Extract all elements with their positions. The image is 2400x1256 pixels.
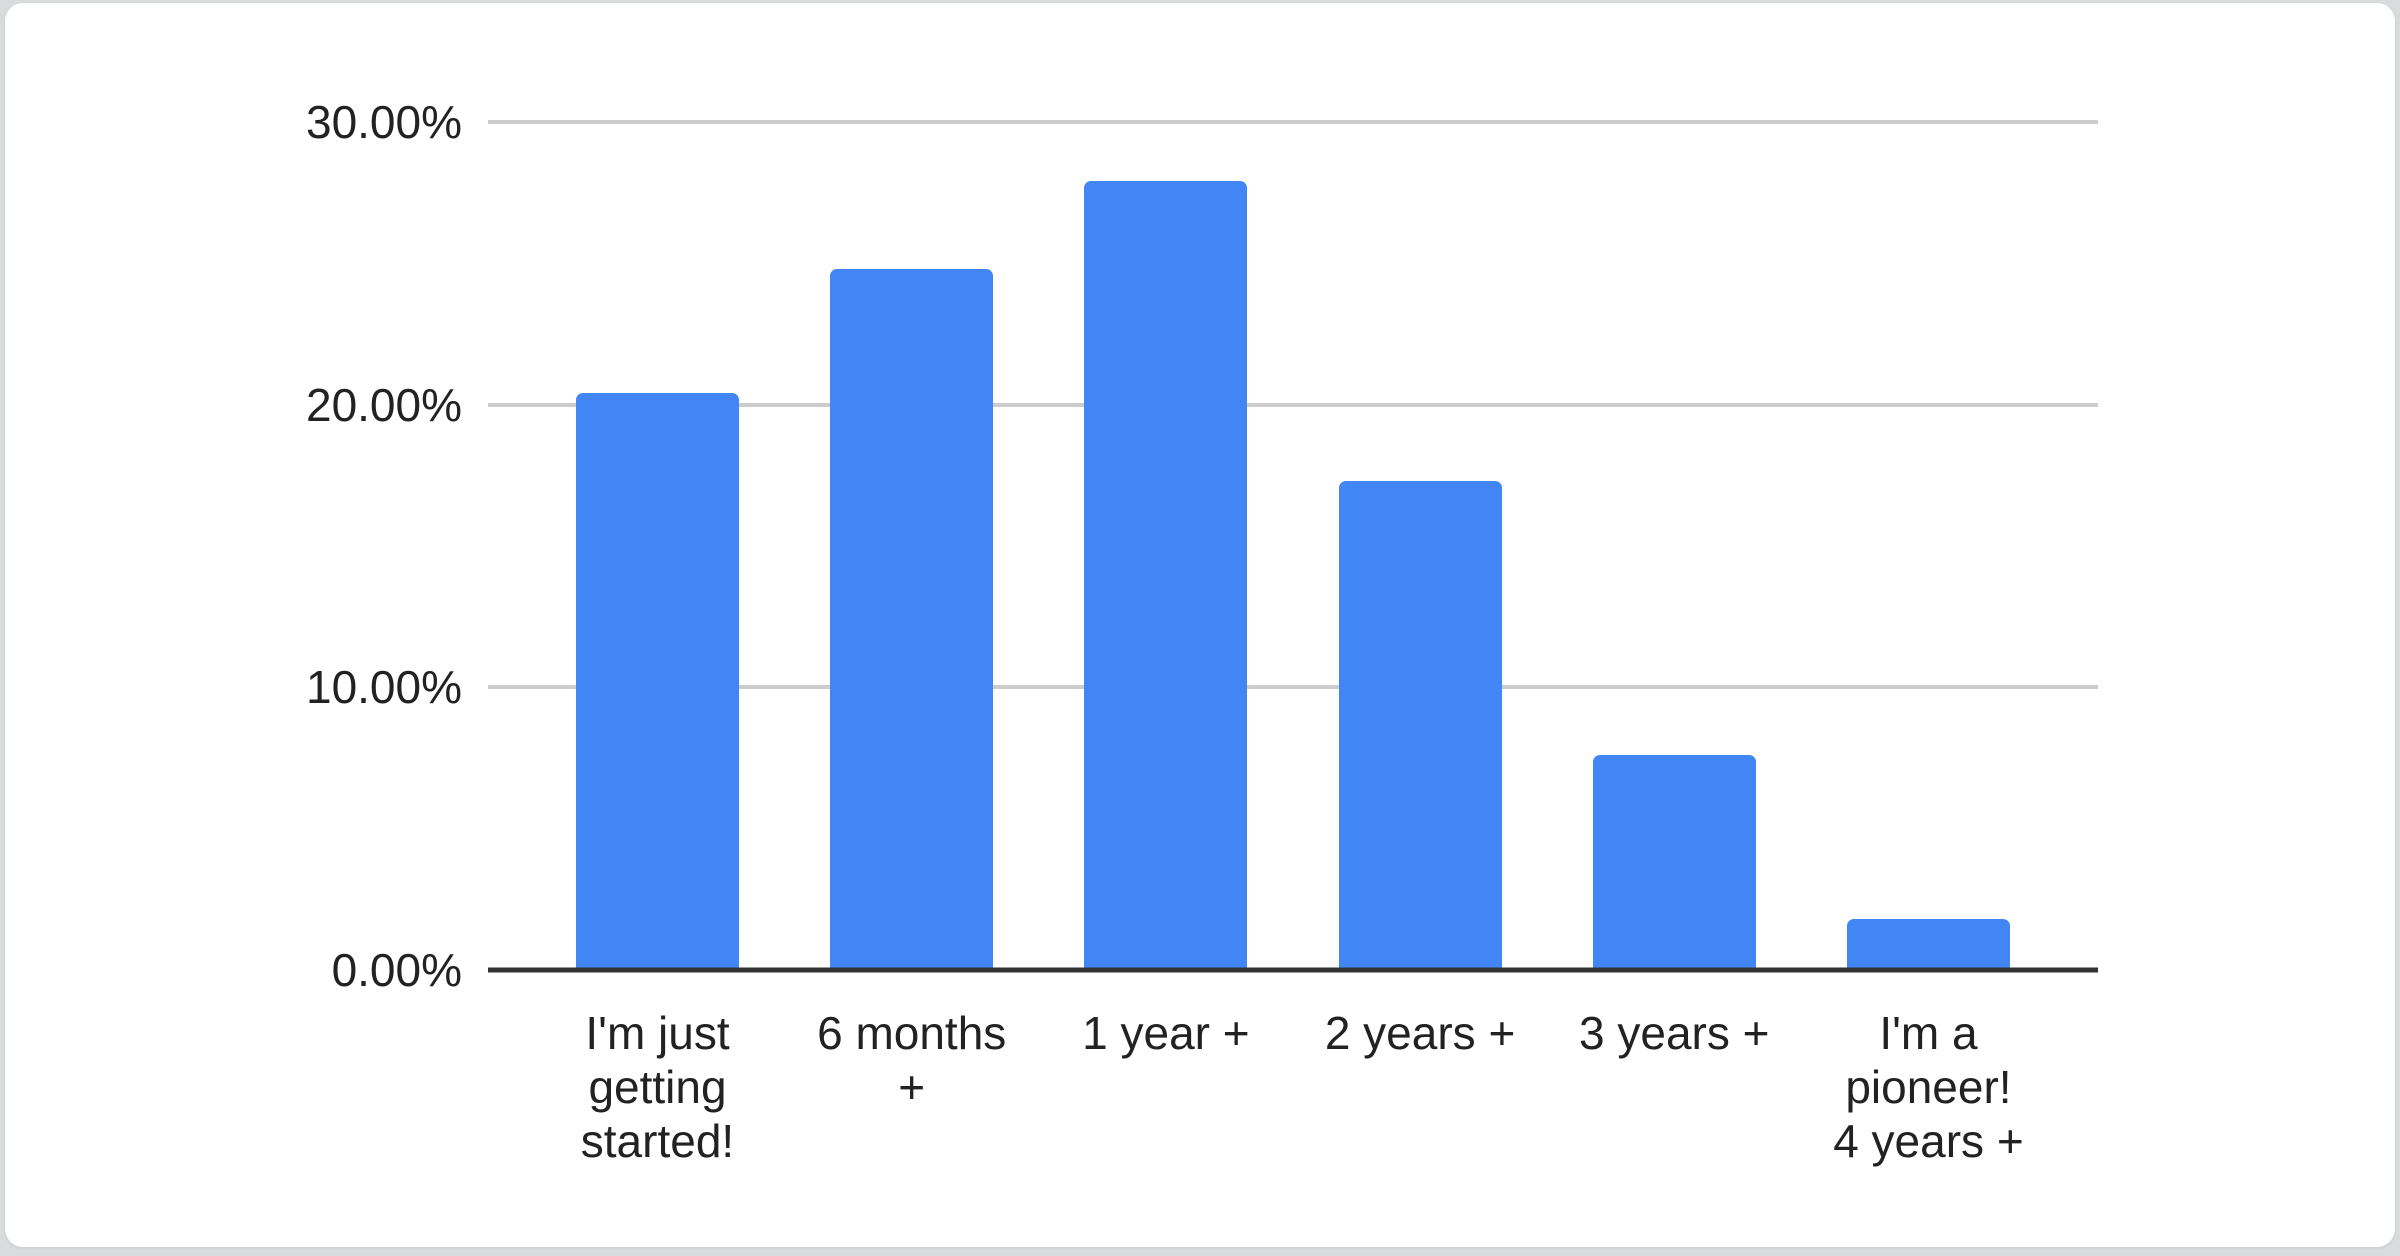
gridline-20 [488, 402, 2098, 407]
x-axis-baseline [488, 967, 2098, 973]
x-tick-label-i-m-a-pioneer-4-years: I'm a pioneer! 4 years + [1833, 1006, 2024, 1168]
chart-card: 30.00% 20.00% 10.00% 0.00% I'm just getting s… [5, 3, 2395, 1247]
x-tick-label-6-months: 6 months + [817, 1006, 1006, 1168]
x-axis-labels: I'm just getting started! 6 months +1 year +… [488, 1006, 2098, 1168]
x-tick-label-line: I'm a [1879, 1007, 1978, 1059]
x-tick-label-line: started! [580, 1115, 735, 1167]
bar-1-year[interactable] [1084, 181, 1248, 970]
plot-area: 30.00% 20.00% 10.00% 0.00% I'm just getting s… [306, 96, 2098, 1167]
x-tick-label-line: + [898, 1061, 926, 1113]
x-tick-label-1-year: 1 year + [1082, 1006, 1250, 1168]
bar-6-months[interactable] [830, 269, 994, 970]
y-tick-label-20: 20.00% [305, 378, 462, 431]
x-tick-label-line: pioneer! [1845, 1061, 2012, 1113]
bar-2-years[interactable] [1338, 481, 1502, 970]
y-tick-label-30: 30.00% [305, 96, 462, 148]
x-tick-label-3-years: 3 years + [1579, 1006, 1770, 1168]
bar-3-years[interactable] [1592, 755, 1756, 970]
x-tick-label-line: 4 years + [1833, 1115, 2024, 1167]
x-tick-label-line: I'm just [585, 1007, 730, 1059]
y-tick-label-0: 0.00% [331, 944, 462, 996]
x-tick-label-line: 1 year + [1082, 1007, 1250, 1059]
bar-i-m-a-pioneer-4-years[interactable] [1846, 919, 2010, 970]
x-tick-label-line: getting [588, 1061, 727, 1113]
x-tick-label-i-m-just-getting-started: I'm just getting started! [576, 1006, 739, 1168]
x-tick-label-line: 2 years + [1324, 1007, 1516, 1059]
x-tick-label-line: 6 months [817, 1007, 1007, 1059]
y-tick-label-10: 10.00% [305, 661, 462, 714]
bars-group [488, 122, 2098, 970]
x-tick-label-2-years: 2 years + [1325, 1006, 1516, 1168]
gridline-10 [488, 685, 2098, 690]
bar-i-m-just-getting-started[interactable] [576, 393, 739, 970]
x-tick-label-line: 3 years + [1579, 1007, 1770, 1059]
gridline-30 [488, 120, 2098, 124]
